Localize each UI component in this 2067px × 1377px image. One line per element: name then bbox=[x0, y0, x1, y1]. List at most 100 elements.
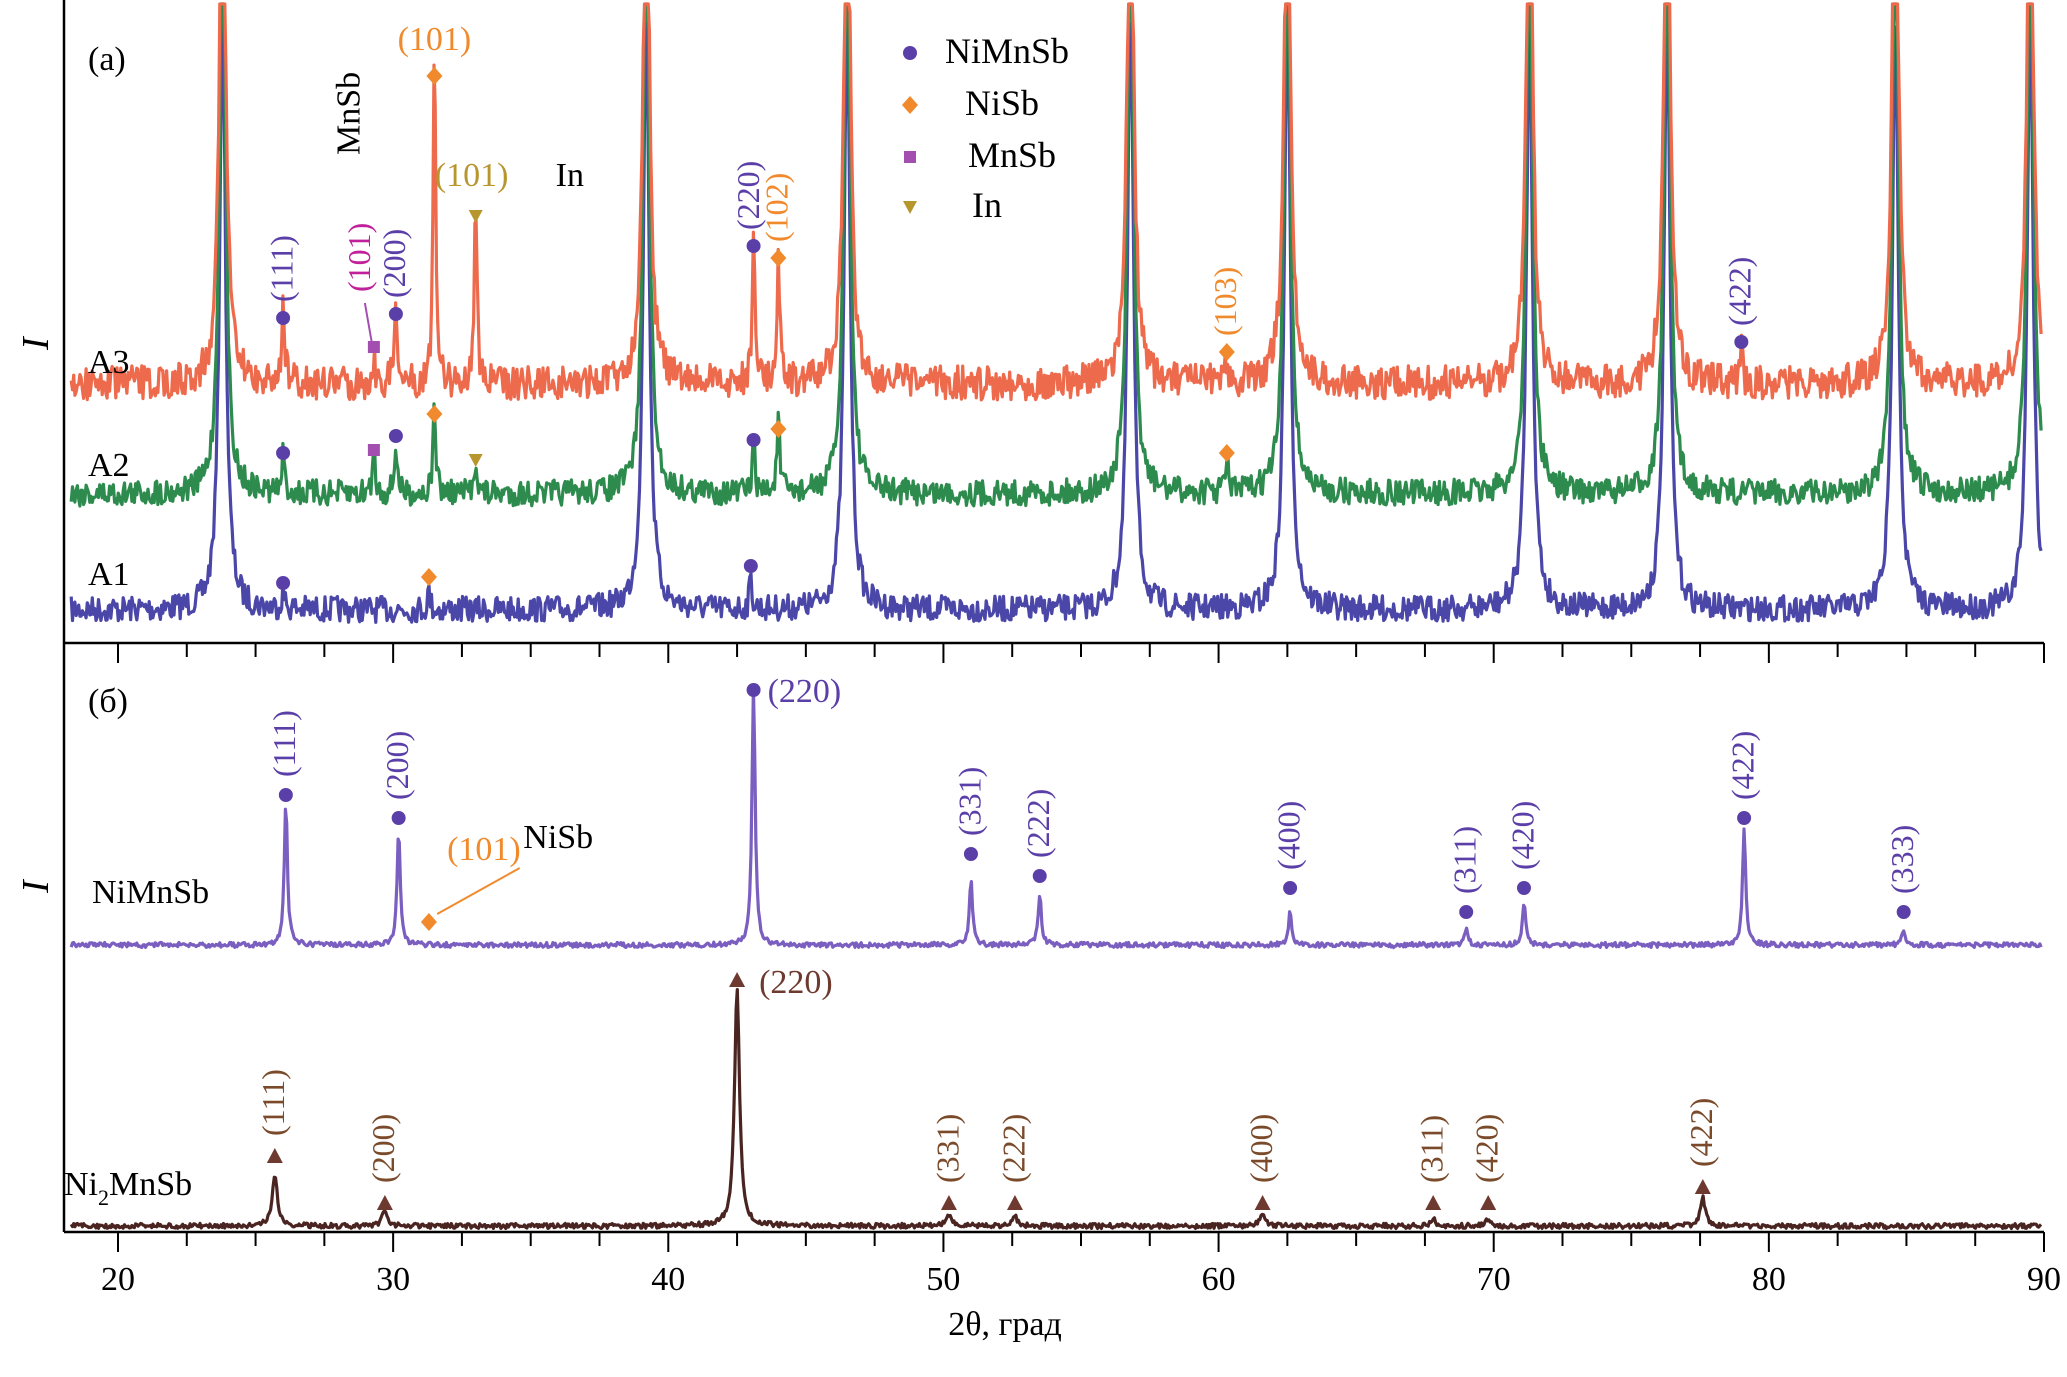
hkl-label-nimnsb: (222) bbox=[1020, 789, 1056, 858]
series-label-ni2mnsb: Ni2MnSb bbox=[64, 1166, 192, 1210]
series-label-nimnsb: NiMnSb bbox=[92, 874, 209, 911]
hkl-label-ni2mnsb: (222) bbox=[995, 1114, 1031, 1183]
hkl-label-nisb-103: (103) bbox=[1207, 267, 1243, 336]
x-tick-label: 90 bbox=[2027, 1261, 2061, 1298]
nisb-leader-line bbox=[436, 867, 521, 915]
mnsb-marker-icon bbox=[367, 444, 380, 456]
hkl-label-nimnsb: (422) bbox=[1724, 731, 1760, 800]
nimnsb-marker-icon bbox=[1032, 869, 1047, 883]
nimnsb-marker-icon bbox=[746, 239, 761, 253]
ni2mnsb-marker-icon bbox=[1694, 1179, 1711, 1194]
series-label-a2: A2 bbox=[88, 447, 130, 484]
hkl-label-nimnsb: (311) bbox=[1447, 826, 1483, 894]
mnsb-leader-line bbox=[363, 302, 373, 344]
nimnsb-marker-icon bbox=[1283, 881, 1298, 895]
x-axis-title: 2θ, град bbox=[948, 1306, 1062, 1343]
xrd-line-ni2mnsb bbox=[69, 988, 2043, 1231]
hkl-label-ni2mnsb-220: (220) bbox=[759, 964, 833, 1001]
nimnsb-marker-icon bbox=[903, 46, 917, 60]
hkl-label-nimnsb-422: (422) bbox=[1722, 257, 1758, 326]
ni2mnsb-subscript: 2 bbox=[98, 1185, 109, 1210]
panel-b-label: (б) bbox=[88, 683, 128, 720]
hkl-label-mnsb-101: (101) bbox=[341, 223, 377, 292]
xrd-line-a2 bbox=[69, 2, 2043, 508]
x-tick-label: 20 bbox=[101, 1261, 135, 1298]
hkl-label-ni2mnsb: (200) bbox=[365, 1114, 401, 1183]
hkl-label-nisb-101: (101) bbox=[398, 21, 472, 58]
mnsb-vertical-label: MnSb bbox=[331, 72, 368, 155]
nimnsb-marker-icon bbox=[1516, 881, 1531, 895]
in-marker-icon bbox=[468, 210, 483, 223]
hkl-label-ni2mnsb: (422) bbox=[1683, 1098, 1719, 1167]
hkl-label-nisb-102: (102) bbox=[759, 173, 795, 242]
legend-label-in: In bbox=[972, 185, 1002, 225]
nimnsb-marker-icon bbox=[276, 576, 291, 590]
nisb-marker-icon bbox=[770, 420, 787, 438]
y-axis-label-a: I bbox=[15, 335, 57, 351]
legend: NiMnSb NiSb MnSb In bbox=[902, 31, 1069, 225]
x-tick-label: 50 bbox=[926, 1261, 960, 1298]
nisb-marker-icon bbox=[426, 67, 443, 85]
xrd-line-a3 bbox=[69, 2, 2043, 402]
series-label-a1: A1 bbox=[88, 556, 130, 593]
nimnsb-marker-icon bbox=[1459, 905, 1474, 919]
legend-label-nimnsb: NiMnSb bbox=[945, 31, 1069, 71]
xrd-line-a1 bbox=[69, 2, 2043, 624]
nimnsb-marker-icon bbox=[746, 683, 761, 697]
panel-b-series bbox=[69, 685, 2043, 1231]
hkl-label-nimnsb: (200) bbox=[379, 731, 415, 800]
xrd-line-nimnsb bbox=[69, 685, 2043, 950]
nimnsb-marker-icon bbox=[391, 811, 406, 825]
nisb-marker-icon bbox=[1218, 444, 1235, 462]
x-axis-ticks: 20 30 40 50 60 70 80 90 bbox=[101, 643, 2061, 1298]
hkl-label-nimnsb: (333) bbox=[1884, 825, 1920, 894]
x-tick-label: 80 bbox=[1752, 1261, 1786, 1298]
nisb-phase-label: NiSb bbox=[523, 819, 593, 856]
nimnsb-marker-icon bbox=[276, 446, 291, 460]
ni2mnsb-part2: MnSb bbox=[109, 1166, 192, 1203]
hkl-label-nimnsb: (400) bbox=[1270, 801, 1306, 870]
nimnsb-marker-icon bbox=[1896, 905, 1911, 919]
annotations: (101)MnSb(101) In(111) (101) (200)(220)(102… bbox=[255, 21, 1920, 1183]
nimnsb-marker-icon bbox=[276, 311, 291, 325]
nimnsb-marker-icon bbox=[388, 429, 403, 443]
panel-a-series bbox=[69, 2, 2043, 624]
in-marker-icon bbox=[468, 454, 483, 467]
ni2mnsb-marker-icon bbox=[1254, 1195, 1271, 1210]
hkl-label-nimnsb-111: (111) bbox=[263, 235, 299, 302]
hkl-label-ni2mnsb: (311) bbox=[1414, 1115, 1450, 1183]
hkl-label-nimnsb: (420) bbox=[1504, 801, 1540, 870]
nimnsb-marker-icon bbox=[388, 307, 403, 321]
hkl-label-ni2mnsb: (400) bbox=[1243, 1114, 1279, 1183]
nisb-marker-icon bbox=[420, 913, 437, 931]
y-axis-label-b: I bbox=[15, 878, 57, 894]
hkl-label-nimnsb: (331) bbox=[951, 767, 987, 836]
hkl-label-ni2mnsb: (111) bbox=[255, 1069, 291, 1136]
ni2mnsb-marker-icon bbox=[266, 1148, 283, 1163]
ni2mnsb-marker-icon bbox=[940, 1195, 957, 1210]
ni2mnsb-marker-icon bbox=[376, 1195, 393, 1210]
x-tick-label: 40 bbox=[651, 1261, 685, 1298]
ni2mnsb-marker-icon bbox=[1006, 1195, 1023, 1210]
nimnsb-marker-icon bbox=[1734, 335, 1749, 349]
mnsb-marker-icon bbox=[904, 151, 916, 163]
ni2mnsb-marker-icon bbox=[1480, 1195, 1497, 1210]
hkl-label-nimnsb-220: (220) bbox=[730, 161, 766, 230]
ni2mnsb-part1: Ni bbox=[64, 1166, 98, 1203]
nisb-marker-icon bbox=[902, 96, 918, 114]
x-tick-label: 70 bbox=[1477, 1261, 1511, 1298]
nimnsb-marker-icon bbox=[746, 433, 761, 447]
hkl-label-ni2mnsb: (420) bbox=[1469, 1114, 1505, 1183]
nisb-marker-icon bbox=[426, 405, 443, 423]
legend-label-mnsb: MnSb bbox=[968, 135, 1056, 175]
series-label-a3: A3 bbox=[88, 344, 130, 381]
hkl-label-in-101: (101) bbox=[435, 157, 509, 194]
x-tick-label: 30 bbox=[376, 1261, 410, 1298]
nimnsb-marker-icon bbox=[278, 788, 293, 802]
legend-label-nisb: NiSb bbox=[965, 83, 1039, 123]
nimnsb-marker-icon bbox=[963, 847, 978, 861]
panel-a-label: (a) bbox=[88, 41, 126, 78]
nimnsb-marker-icon bbox=[1737, 811, 1752, 825]
nisb-marker-icon bbox=[1218, 343, 1235, 361]
hkl-label-nimnsb: (111) bbox=[266, 710, 302, 777]
